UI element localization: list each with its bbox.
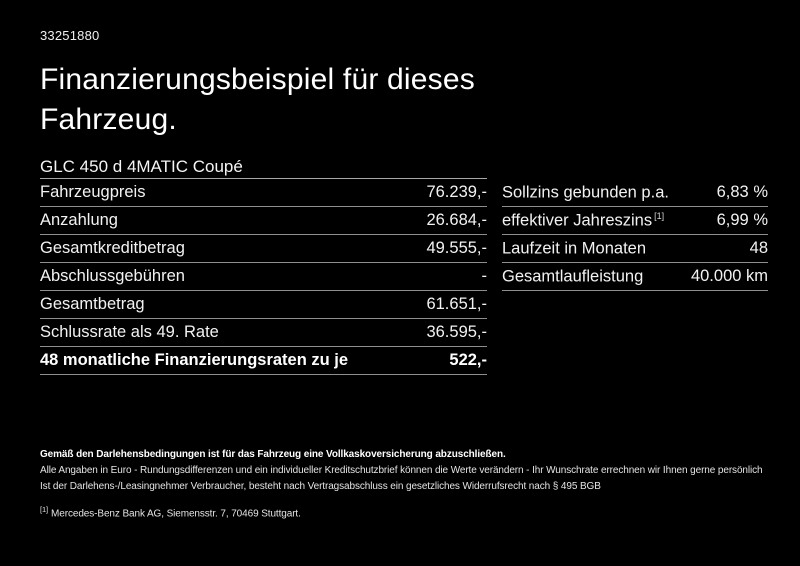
footer-line-rounding-note: Alle Angaben in Euro - Rundungsdifferenz… xyxy=(40,465,763,476)
footnote: [1] Mercedes-Benz Bank AG, Siemensstr. 7,… xyxy=(40,502,768,521)
page-title-line-1: Finanzierungsbeispiel für dieses xyxy=(40,63,475,96)
vehicle-model: GLC 450 d 4MATIC Coupé xyxy=(40,157,243,176)
row-value: 76.239,- xyxy=(426,183,487,201)
row-label: Schlussrate als 49. Rate xyxy=(40,323,219,341)
row-label: Gesamtkreditbetrag xyxy=(40,239,185,257)
row-label: Gesamtbetrag xyxy=(40,295,145,313)
row-value: 61.651,- xyxy=(426,295,487,313)
finance-table: GLC 450 d 4MATIC Coupé Fahrzeugpreis 76.… xyxy=(40,156,487,375)
table-row-total-amount: Gesamtbetrag 61.651,- xyxy=(40,291,487,319)
vehicle-model-row: GLC 450 d 4MATIC Coupé xyxy=(40,156,487,179)
legal-footer: Gemäß den Darlehensbedingungen ist für d… xyxy=(40,447,768,521)
row-label: 48 monatliche Finanzierungsraten zu je xyxy=(40,351,349,369)
footnote-marker: [1] xyxy=(654,210,665,221)
finance-tables: GLC 450 d 4MATIC Coupé Fahrzeugpreis 76.… xyxy=(40,156,768,375)
row-value: 49.555,- xyxy=(426,239,487,257)
insurance-note: Gemäß den Darlehensbedingungen ist für d… xyxy=(40,449,506,460)
table-row-fixed-interest: Sollzins gebunden p.a. 6,83 % xyxy=(502,179,768,207)
table-row-total-credit: Gesamtkreditbetrag 49.555,- xyxy=(40,235,487,263)
row-value: 36.595,- xyxy=(426,323,487,341)
table-row-monthly-rate: 48 monatliche Finanzierungsraten zu je 5… xyxy=(40,347,487,375)
row-value: 26.684,- xyxy=(426,211,487,229)
table-row-vehicle-price: Fahrzeugpreis 76.239,- xyxy=(40,179,487,207)
table-row-effective-interest: effektiver Jahreszins [1] 6,99 % xyxy=(502,207,768,235)
row-label: Laufzeit in Monaten xyxy=(502,239,647,258)
row-value: 40.000 km xyxy=(690,267,768,285)
footer-line-withdrawal-note: Ist der Darlehens-/Leasingnehmer Verbrau… xyxy=(40,481,601,492)
table-row-down-payment: Anzahlung 26.684,- xyxy=(40,207,487,235)
row-label: Sollzins gebunden p.a. xyxy=(502,183,669,202)
row-label: effektiver Jahreszins [1] xyxy=(502,210,665,230)
row-value: 6,83 % xyxy=(716,183,768,201)
table-row-closing-fees: Abschlussgebühren - xyxy=(40,263,487,291)
row-value: 6,99 % xyxy=(716,211,768,229)
footnote-marker: [1] xyxy=(40,505,49,514)
page-title: Finanzierungsbeispiel für dieses Fahrzeu… xyxy=(40,60,768,140)
table-row-term-months: Laufzeit in Monaten 48 xyxy=(502,235,768,263)
row-label: Fahrzeugpreis xyxy=(40,183,146,201)
row-label: Gesamtlaufleistung xyxy=(502,267,644,286)
offer-id: 33251880 xyxy=(40,28,100,43)
footnote-text: Mercedes-Benz Bank AG, Siemensstr. 7, 70… xyxy=(51,508,301,520)
row-value: 48 xyxy=(749,239,768,257)
table-row-total-mileage: Gesamtlaufleistung 40.000 km xyxy=(502,263,768,291)
table-row-final-installment: Schlussrate als 49. Rate 36.595,- xyxy=(40,319,487,347)
conditions-table: Sollzins gebunden p.a. 6,83 % effektiver… xyxy=(502,179,768,291)
row-value: - xyxy=(481,267,488,285)
row-label: Abschlussgebühren xyxy=(40,267,185,285)
page-title-line-2: Fahrzeug. xyxy=(40,103,177,136)
row-value: 522,- xyxy=(449,351,487,369)
row-label: Anzahlung xyxy=(40,211,118,229)
